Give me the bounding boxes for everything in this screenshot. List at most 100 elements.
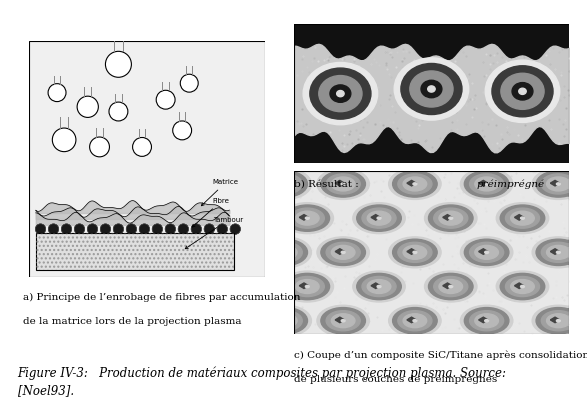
Circle shape (410, 71, 453, 107)
Circle shape (496, 271, 549, 302)
Bar (514, 214, 524, 220)
Circle shape (449, 217, 453, 219)
Circle shape (263, 171, 308, 197)
Circle shape (48, 224, 59, 234)
Circle shape (413, 319, 417, 322)
Circle shape (460, 305, 513, 336)
Circle shape (317, 168, 369, 199)
Circle shape (165, 224, 176, 234)
Circle shape (268, 174, 302, 194)
Circle shape (268, 242, 302, 263)
Circle shape (389, 168, 441, 199)
Circle shape (424, 203, 477, 234)
Circle shape (561, 174, 587, 194)
Circle shape (470, 242, 504, 263)
Circle shape (541, 242, 575, 263)
Circle shape (268, 311, 302, 331)
Circle shape (353, 203, 405, 234)
Circle shape (485, 183, 488, 185)
Bar (551, 317, 560, 323)
Circle shape (505, 276, 539, 297)
Circle shape (285, 205, 329, 231)
Bar (407, 317, 416, 323)
Circle shape (204, 224, 214, 234)
Circle shape (511, 280, 534, 293)
Bar (569, 249, 579, 254)
Circle shape (317, 305, 369, 336)
Circle shape (274, 177, 297, 191)
Circle shape (500, 205, 545, 231)
Circle shape (546, 245, 570, 259)
Circle shape (536, 308, 581, 334)
Circle shape (556, 183, 560, 185)
Bar (407, 249, 416, 254)
Bar (277, 249, 286, 254)
Circle shape (317, 237, 369, 268)
Circle shape (521, 285, 524, 288)
Circle shape (403, 177, 427, 191)
Circle shape (341, 183, 345, 185)
Circle shape (290, 208, 325, 228)
Bar (294, 171, 569, 334)
Circle shape (362, 276, 396, 297)
Circle shape (576, 251, 579, 254)
Circle shape (434, 208, 468, 228)
Circle shape (576, 319, 579, 322)
Circle shape (511, 211, 534, 225)
Circle shape (106, 51, 131, 77)
Circle shape (337, 90, 344, 97)
Circle shape (434, 276, 468, 297)
Bar (371, 283, 380, 289)
Circle shape (541, 311, 575, 331)
Circle shape (332, 245, 355, 259)
Bar (569, 317, 579, 323)
Circle shape (259, 305, 312, 336)
Text: Figure IV-3:   Production de matériaux composites par projection plasma. Source:: Figure IV-3: Production de matériaux com… (18, 366, 507, 397)
Circle shape (217, 224, 228, 234)
Circle shape (460, 168, 513, 199)
Bar (335, 317, 345, 323)
Circle shape (152, 224, 163, 234)
Bar (478, 317, 488, 323)
Circle shape (295, 211, 319, 225)
Bar (551, 180, 560, 186)
Circle shape (332, 177, 355, 191)
Circle shape (274, 245, 297, 259)
Circle shape (393, 308, 437, 334)
Circle shape (305, 285, 309, 288)
Circle shape (475, 177, 498, 191)
Circle shape (556, 251, 560, 254)
Circle shape (357, 205, 402, 231)
Circle shape (555, 308, 587, 334)
Circle shape (413, 251, 417, 254)
Circle shape (353, 271, 405, 302)
Circle shape (401, 63, 462, 114)
Circle shape (398, 174, 432, 194)
Circle shape (389, 305, 441, 336)
Circle shape (126, 224, 137, 234)
Circle shape (464, 171, 509, 197)
Circle shape (566, 314, 587, 328)
Circle shape (492, 66, 553, 117)
Circle shape (310, 68, 371, 119)
Circle shape (303, 63, 377, 125)
Circle shape (330, 85, 351, 102)
Bar (299, 283, 309, 289)
Circle shape (546, 314, 570, 328)
Circle shape (485, 251, 488, 254)
Text: préimprégné: préimprégné (477, 179, 545, 188)
Circle shape (191, 224, 201, 234)
Text: de plusieurs couches de préimprégnés: de plusieurs couches de préimprégnés (294, 374, 497, 384)
Circle shape (180, 74, 198, 92)
Circle shape (555, 239, 587, 265)
Circle shape (556, 319, 560, 322)
Circle shape (460, 237, 513, 268)
Circle shape (321, 308, 366, 334)
Circle shape (561, 242, 587, 263)
Circle shape (521, 217, 524, 219)
Bar (371, 214, 380, 220)
Bar (277, 317, 286, 323)
Circle shape (285, 274, 329, 300)
Circle shape (428, 86, 435, 92)
Circle shape (259, 237, 312, 268)
